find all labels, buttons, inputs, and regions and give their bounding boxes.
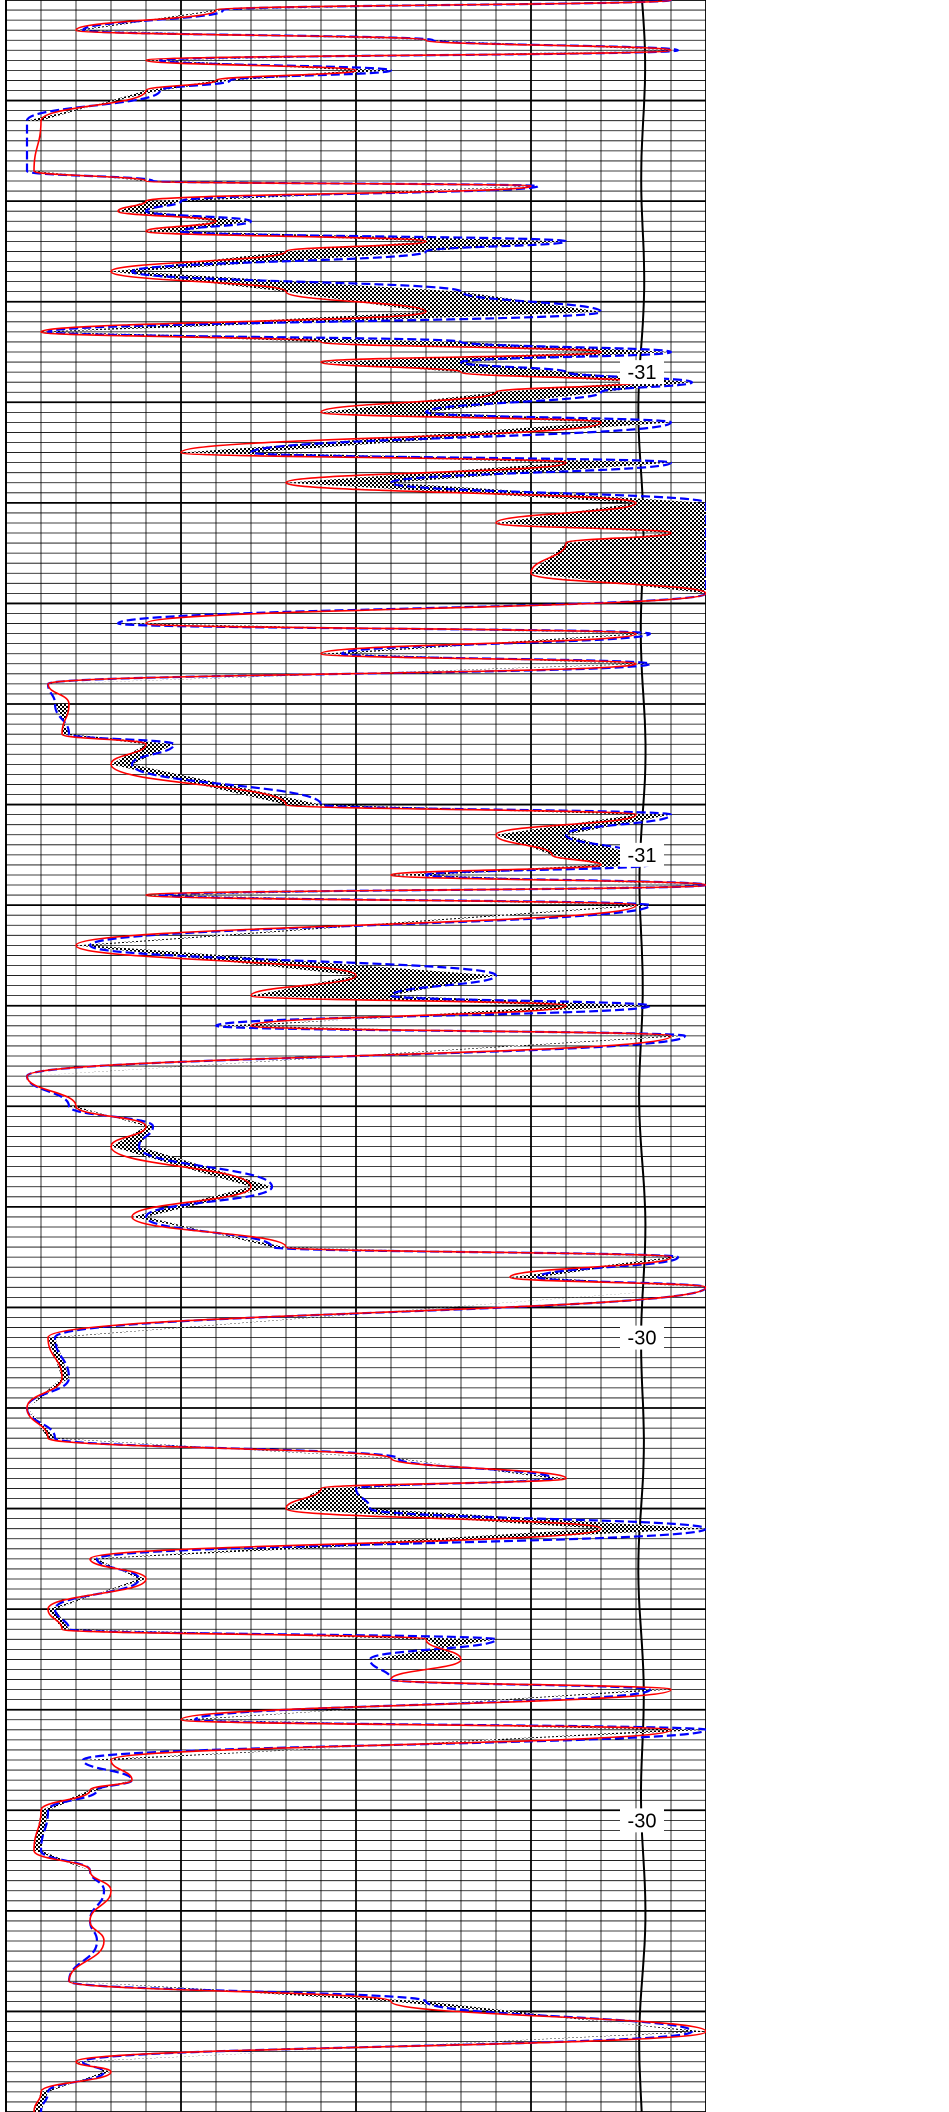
crossover-fill-segment — [181, 1689, 671, 1720]
crossover-fill-segment — [34, 2091, 48, 2112]
crossover-fill-segment — [496, 382, 692, 393]
crossover-fill-segment — [76, 2031, 706, 2062]
crossover-fill-segment — [251, 975, 496, 996]
depth-label: -30 — [628, 1328, 657, 1350]
crossover-fill-segment — [286, 291, 601, 312]
depth-label-background — [620, 842, 664, 867]
depth-log-chart: -31 -31 -30 -30 — [5, 0, 706, 2112]
crossover-fill-segment — [48, 1337, 69, 1378]
depth-label-background — [620, 1808, 664, 1833]
depth-label-background — [620, 360, 664, 385]
crossover-fill-segment — [286, 462, 671, 483]
crossover-fill-segment — [496, 502, 706, 523]
crossover-fill-segment — [48, 1609, 69, 1630]
crossover-fill-segment — [321, 362, 566, 373]
crossover-fill-segment — [496, 814, 671, 835]
crossover-fill-segment — [34, 1810, 48, 1851]
depth-label: -31 — [628, 362, 657, 384]
crossover-fill-segment — [146, 221, 251, 232]
crossover-fill-segment — [286, 241, 566, 252]
crossover-fill-segment — [286, 1488, 370, 1509]
depth-labels: -31 -31 -30 -30 — [620, 360, 664, 1833]
crossover-fill-segment — [48, 663, 650, 684]
depth-label: -31 — [628, 845, 657, 867]
depth-label-background — [620, 1325, 664, 1350]
grid — [5, 0, 706, 2112]
depth-label: -30 — [628, 1810, 657, 1832]
series-blue-dashed — [25, 0, 706, 2112]
crossover-fill-segment — [321, 392, 601, 413]
crossover-fill-segment — [118, 201, 181, 212]
crossover-fill-segment — [496, 834, 636, 855]
series-curves — [25, 0, 706, 2112]
crossover-fill-segment — [41, 331, 461, 342]
crossover-fill-segment — [566, 533, 706, 544]
series-red-solid — [26, 0, 706, 2112]
crossover-fill-segment — [531, 543, 706, 574]
crossover-fill-segment — [111, 744, 174, 765]
